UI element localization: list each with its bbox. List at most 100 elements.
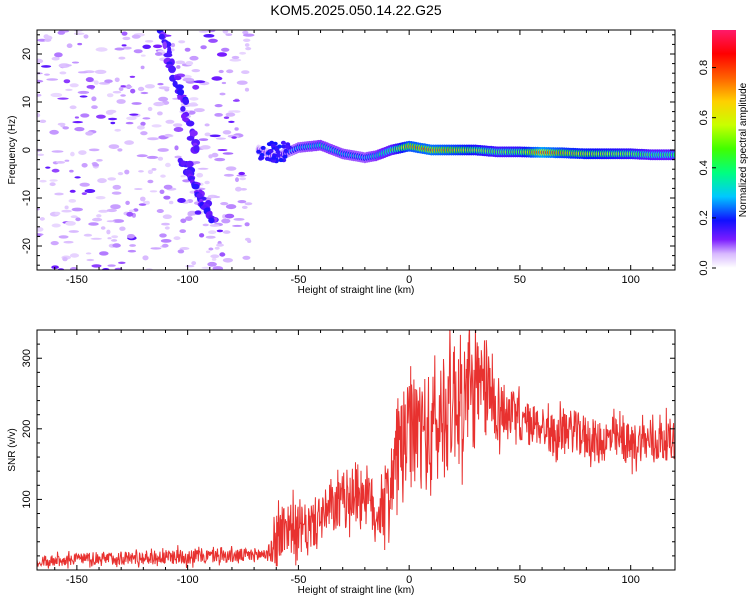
noise-blob xyxy=(91,264,102,268)
colorbar-tick-label: 0.4 xyxy=(698,160,710,175)
noise-blob xyxy=(97,178,107,184)
noise-blob xyxy=(149,190,158,193)
noise-blob xyxy=(214,157,226,162)
noise-blob xyxy=(157,111,163,116)
noise-blob xyxy=(75,217,81,222)
noise-blob xyxy=(125,200,130,205)
noise-blob xyxy=(119,226,126,231)
noise-blob xyxy=(222,30,229,34)
noise-blob xyxy=(50,92,63,98)
streak-blob xyxy=(168,65,176,73)
streak-blob xyxy=(163,52,173,58)
y-tick-label: 300 xyxy=(21,349,33,367)
noise-blob xyxy=(124,169,130,175)
noise-blob xyxy=(51,56,60,61)
noise-blob xyxy=(121,44,127,47)
x-tick-label: 50 xyxy=(514,574,526,586)
noise-blob xyxy=(214,113,223,117)
noise-blob xyxy=(146,155,159,159)
noise-blob xyxy=(81,163,88,168)
noise-blob xyxy=(129,75,136,78)
noise-blob xyxy=(125,121,134,125)
spectrogram-y-axis: -20 -10 0 10 20 xyxy=(21,34,675,266)
noise-blob xyxy=(174,145,179,151)
streak-blob xyxy=(174,75,182,81)
noise-blob xyxy=(242,30,249,35)
track-clump xyxy=(258,155,264,160)
noise-blob xyxy=(191,261,197,266)
noise-blob xyxy=(120,85,126,88)
noise-blob xyxy=(77,71,88,74)
noise-blob xyxy=(49,129,59,135)
track-clump xyxy=(268,149,274,153)
y-tick-label: 10 xyxy=(21,96,33,108)
noise-blob xyxy=(137,86,145,92)
noise-blob xyxy=(62,257,68,262)
x-tick-label: -150 xyxy=(66,574,88,586)
noise-blob xyxy=(201,266,212,269)
noise-blob xyxy=(157,82,164,86)
noise-blob xyxy=(159,189,165,194)
noise-blob xyxy=(142,44,151,49)
x-tick-label: 50 xyxy=(514,274,526,286)
noise-blob xyxy=(110,204,121,210)
noise-blob xyxy=(86,85,96,89)
noise-blob xyxy=(114,47,125,51)
noise-blob xyxy=(180,175,186,178)
noise-blob xyxy=(94,80,99,85)
noise-blob xyxy=(51,150,64,153)
x-tick-label: -100 xyxy=(177,274,199,286)
noise-blob xyxy=(151,168,157,171)
noise-blob xyxy=(205,235,216,239)
noise-blob xyxy=(236,174,247,177)
noise-blob xyxy=(173,127,184,132)
noise-blob xyxy=(199,233,205,238)
noise-blob xyxy=(59,71,67,75)
noise-blob xyxy=(144,200,150,205)
noise-blob xyxy=(164,226,170,230)
x-tick-label: -50 xyxy=(290,274,306,286)
streak-blob xyxy=(186,120,195,127)
noise-blob xyxy=(182,77,195,82)
noise-blob xyxy=(209,134,221,138)
noise-blob xyxy=(112,243,121,248)
noise-blob xyxy=(244,87,250,92)
noise-blob xyxy=(77,42,83,46)
noise-blob xyxy=(107,177,116,181)
noise-blob xyxy=(142,255,149,261)
noise-blob xyxy=(71,61,80,64)
noise-blob xyxy=(207,261,217,267)
noise-blob xyxy=(174,155,182,159)
noise-blob xyxy=(81,192,87,196)
noise-blob xyxy=(106,208,118,213)
noise-blob xyxy=(221,218,231,224)
noise-blob xyxy=(106,220,116,223)
noise-blob xyxy=(41,65,52,68)
noise-blob xyxy=(140,196,146,202)
noise-blob xyxy=(173,236,181,241)
noise-blob xyxy=(237,200,247,204)
noise-blob xyxy=(112,90,122,94)
noise-blob xyxy=(228,110,241,113)
noise-blob xyxy=(37,227,44,232)
spectrogram-x-label: Height of straight line (km) xyxy=(298,285,415,296)
noise-blob xyxy=(51,168,60,173)
noise-blob xyxy=(147,169,153,175)
noise-blob xyxy=(204,180,210,185)
noise-blob xyxy=(111,191,122,195)
noise-blob xyxy=(189,55,199,61)
noise-blob xyxy=(226,69,234,74)
noise-blob xyxy=(110,121,116,125)
noise-blob xyxy=(177,198,186,203)
streak-blob xyxy=(180,106,186,112)
noise-blob xyxy=(157,148,169,152)
noise-blob xyxy=(127,234,135,239)
noise-blob xyxy=(216,229,224,233)
noise-blob xyxy=(222,230,231,234)
track-clump xyxy=(281,144,287,149)
noise-blob xyxy=(121,31,128,36)
track-clump xyxy=(277,144,283,149)
streak-blob xyxy=(182,117,190,122)
noise-blob xyxy=(49,179,58,182)
noise-blob xyxy=(213,195,221,199)
